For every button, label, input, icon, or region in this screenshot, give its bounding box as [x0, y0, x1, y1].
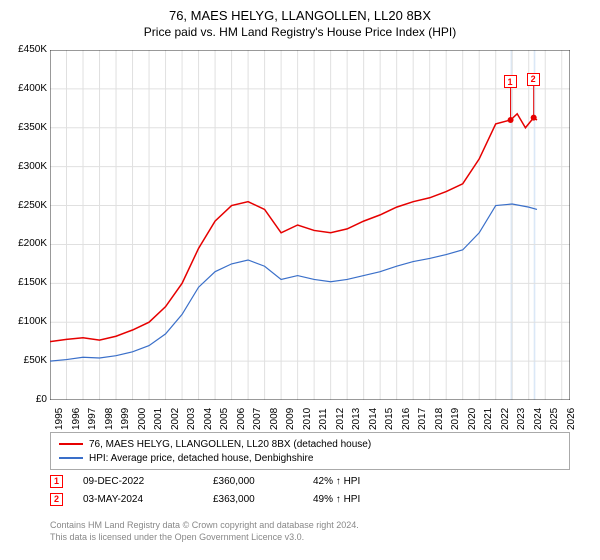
x-tick-label: 2007	[252, 408, 263, 430]
x-tick-label: 2021	[483, 408, 494, 430]
x-tick-label: 2014	[368, 408, 379, 430]
x-tick-label: 2015	[384, 408, 395, 430]
x-tick-label: 2000	[137, 408, 148, 430]
x-tick-label: 2017	[417, 408, 428, 430]
chart-container: 76, MAES HELYG, LLANGOLLEN, LL20 8BX Pri…	[0, 0, 600, 560]
x-tick-label: 1995	[54, 408, 65, 430]
sale-diff: 49% ↑ HPI	[313, 494, 360, 505]
x-tick-label: 1999	[120, 408, 131, 430]
footer-line1: Contains HM Land Registry data © Crown c…	[50, 520, 570, 532]
legend-item-property: 76, MAES HELYG, LLANGOLLEN, LL20 8BX (de…	[59, 437, 561, 451]
y-tick-label: £50K	[2, 355, 47, 366]
x-tick-label: 2023	[516, 408, 527, 430]
y-tick-label: £150K	[2, 277, 47, 288]
x-tick-label: 2012	[335, 408, 346, 430]
x-tick-label: 2004	[203, 408, 214, 430]
x-tick-label: 2013	[351, 408, 362, 430]
title-line2: Price paid vs. HM Land Registry's House …	[0, 25, 600, 39]
x-tick-label: 2011	[318, 408, 329, 430]
x-tick-label: 2005	[219, 408, 230, 430]
x-tick-label: 1996	[71, 408, 82, 430]
sale-row: 2 03-MAY-2024 £363,000 49% ↑ HPI	[50, 490, 570, 508]
sale-row: 1 09-DEC-2022 £360,000 42% ↑ HPI	[50, 472, 570, 490]
x-tick-label: 2010	[302, 408, 313, 430]
y-tick-label: £350K	[2, 122, 47, 133]
title-line1: 76, MAES HELYG, LLANGOLLEN, LL20 8BX	[0, 8, 600, 23]
sale-badge: 2	[50, 493, 63, 506]
y-tick-label: £400K	[2, 83, 47, 94]
legend-label-hpi: HPI: Average price, detached house, Denb…	[89, 453, 313, 464]
x-tick-label: 2018	[434, 408, 445, 430]
chart-plot-area	[50, 50, 570, 400]
y-tick-label: £250K	[2, 200, 47, 211]
legend-swatch-hpi	[59, 457, 83, 459]
sale-diff: 42% ↑ HPI	[313, 476, 360, 487]
x-tick-label: 2020	[467, 408, 478, 430]
x-tick-label: 2026	[566, 408, 577, 430]
y-tick-label: £450K	[2, 44, 47, 55]
sale-date: 09-DEC-2022	[83, 476, 213, 487]
y-tick-label: £300K	[2, 161, 47, 172]
chart-marker-badge: 1	[504, 75, 517, 88]
y-tick-label: £100K	[2, 316, 47, 327]
x-tick-label: 2008	[269, 408, 280, 430]
x-tick-label: 2002	[170, 408, 181, 430]
x-tick-label: 1998	[104, 408, 115, 430]
y-tick-label: £200K	[2, 238, 47, 249]
legend-item-hpi: HPI: Average price, detached house, Denb…	[59, 451, 561, 465]
x-tick-label: 2001	[153, 408, 164, 430]
chart-marker-badge: 2	[527, 73, 540, 86]
sale-badge: 1	[50, 475, 63, 488]
legend: 76, MAES HELYG, LLANGOLLEN, LL20 8BX (de…	[50, 432, 570, 470]
legend-label-property: 76, MAES HELYG, LLANGOLLEN, LL20 8BX (de…	[89, 439, 371, 450]
x-tick-label: 2024	[533, 408, 544, 430]
x-tick-label: 2019	[450, 408, 461, 430]
x-tick-label: 2009	[285, 408, 296, 430]
x-tick-label: 1997	[87, 408, 98, 430]
sale-date: 03-MAY-2024	[83, 494, 213, 505]
x-tick-label: 2025	[549, 408, 560, 430]
y-tick-label: £0	[2, 394, 47, 405]
sale-price: £363,000	[213, 494, 313, 505]
footer: Contains HM Land Registry data © Crown c…	[50, 520, 570, 543]
x-tick-label: 2003	[186, 408, 197, 430]
x-tick-label: 2006	[236, 408, 247, 430]
x-tick-label: 2016	[401, 408, 412, 430]
legend-swatch-property	[59, 443, 83, 445]
sale-price: £360,000	[213, 476, 313, 487]
chart-svg	[50, 50, 570, 400]
sales-list: 1 09-DEC-2022 £360,000 42% ↑ HPI 2 03-MA…	[50, 472, 570, 508]
footer-line2: This data is licensed under the Open Gov…	[50, 532, 570, 544]
x-tick-label: 2022	[500, 408, 511, 430]
title-block: 76, MAES HELYG, LLANGOLLEN, LL20 8BX Pri…	[0, 0, 600, 39]
